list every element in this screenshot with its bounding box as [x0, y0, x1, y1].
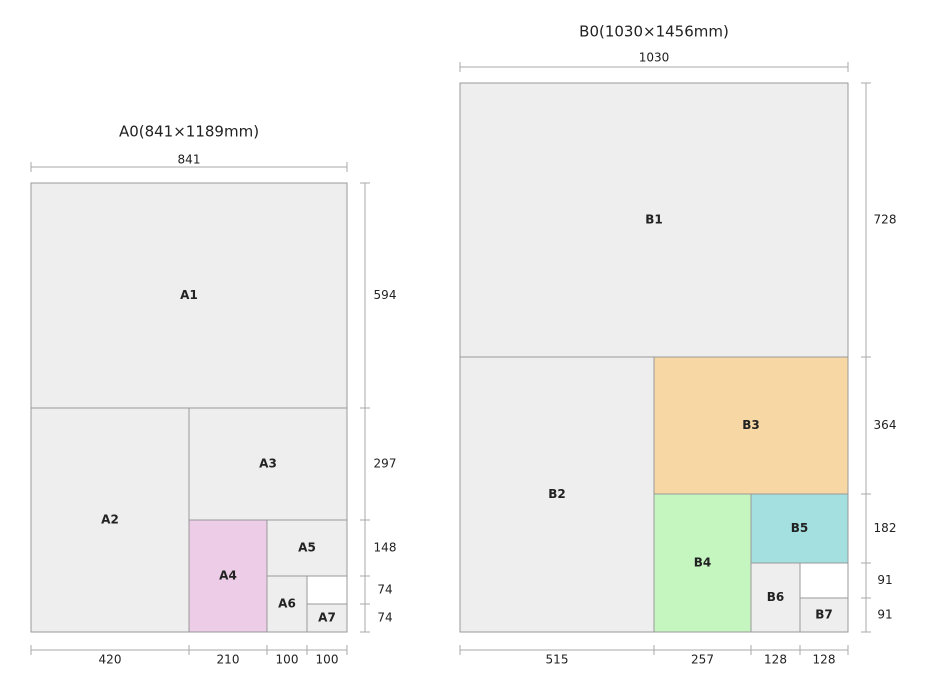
sheet-label: A4 [219, 569, 237, 583]
sheet-label: B3 [742, 418, 760, 432]
side-dimension: 182 [874, 521, 897, 535]
sheet-label: A3 [259, 457, 277, 471]
sheet-label: A1 [180, 288, 198, 302]
side-dimension: 91 [877, 573, 892, 587]
side-dimension: 91 [877, 608, 892, 622]
series-title: A0(841×1189mm) [119, 123, 259, 141]
sheet [459, 82, 849, 358]
sheet-label: B7 [815, 608, 833, 622]
blank-area [306, 575, 348, 605]
sheet-label: A7 [318, 611, 336, 625]
sheet [653, 356, 849, 495]
side-dimension: 594 [374, 288, 397, 302]
sheet-label: A2 [101, 513, 119, 527]
bottom-dimension: 420 [99, 653, 122, 667]
bottom-dimension: 257 [691, 653, 714, 667]
width-label: 1030 [639, 51, 670, 65]
sheet-label: B4 [694, 556, 712, 570]
side-dimension: 364 [874, 418, 897, 432]
bottom-dimension: 128 [813, 653, 836, 667]
sheet [266, 575, 308, 633]
bottom-dimension: 210 [217, 653, 240, 667]
sheet-label: B1 [645, 213, 663, 227]
sheet [30, 182, 348, 409]
sheet [750, 493, 849, 564]
sheet [459, 356, 655, 633]
bottom-dimension: 128 [764, 653, 787, 667]
sheet [30, 407, 190, 633]
sheet [306, 603, 348, 633]
bottom-dimension: 515 [546, 653, 569, 667]
side-dimension: 74 [377, 611, 392, 625]
side-dimension: 74 [377, 583, 392, 597]
blank-area [799, 562, 849, 599]
sheet [653, 493, 752, 633]
bottom-dimension: 100 [316, 653, 339, 667]
sheet-label: B6 [767, 590, 785, 604]
sheet-label: B5 [791, 521, 809, 535]
side-dimension: 728 [874, 213, 897, 227]
side-dimension: 297 [374, 457, 397, 471]
side-dimension: 148 [374, 541, 397, 555]
series-title: B0(1030×1456mm) [579, 23, 729, 41]
sheet-label: A5 [298, 541, 316, 555]
sheet-label: B2 [548, 487, 566, 501]
bottom-dimension: 100 [276, 653, 299, 667]
width-label: 841 [178, 153, 201, 167]
sheet [188, 519, 268, 633]
sheet-label: A6 [278, 597, 296, 611]
sheet [188, 407, 348, 521]
